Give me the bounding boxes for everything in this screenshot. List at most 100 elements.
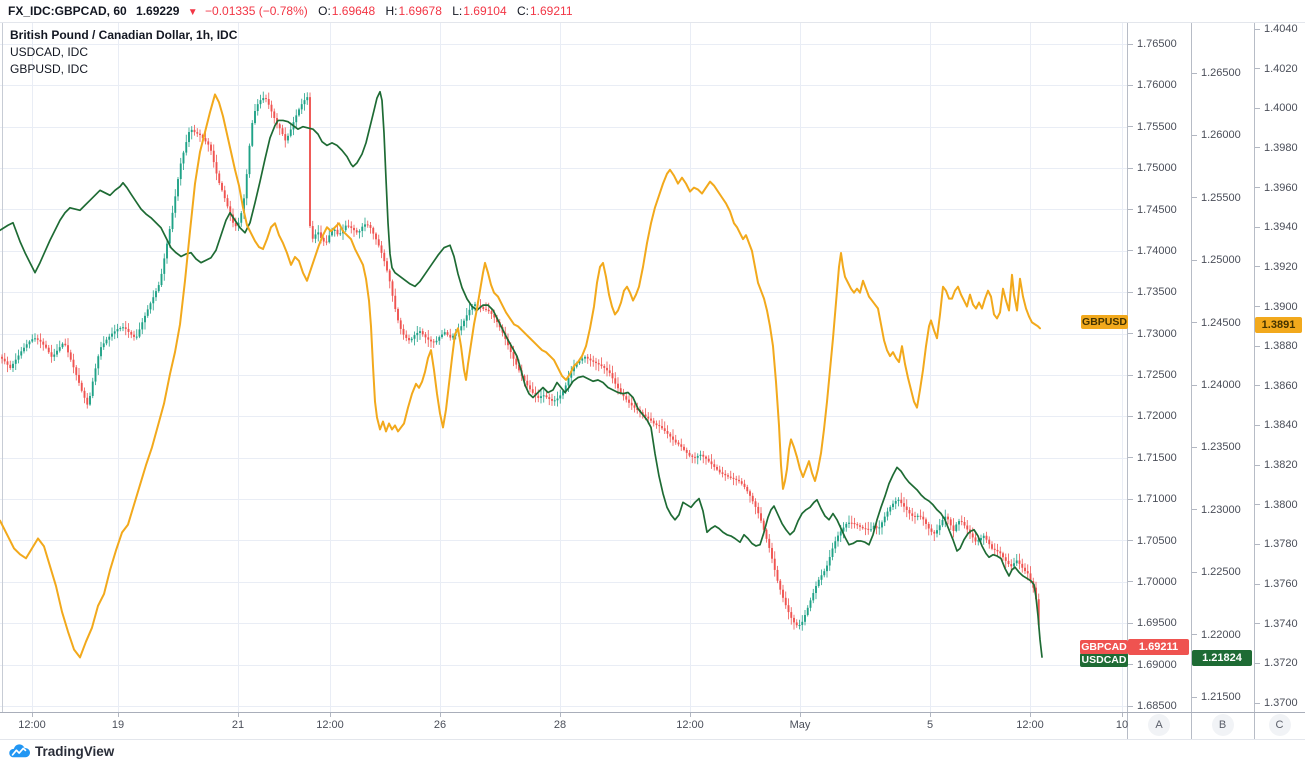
scale-B-tick [1192,571,1197,573]
scale-button-A[interactable]: A [1148,714,1170,736]
time-tick [32,713,33,717]
time-tick [800,713,801,717]
symbol-ohlc-header: FX_IDC:GBPCAD, 60 1.69229 ▼ −0.01335 (−0… [0,0,1305,22]
scale-A-label: 1.75500 [1137,120,1177,133]
usdcad-series-tag[interactable]: USDCAD [1080,653,1128,667]
scale-c-separator[interactable] [1254,23,1255,739]
tradingview-wordmark: TradingView [35,743,115,759]
legend-main-series[interactable]: British Pound / Canadian Dollar, 1h, IDC [10,28,238,42]
scale-C-tick [1255,583,1260,585]
time-tick [1030,713,1031,717]
scale-B-label: 1.22500 [1201,566,1241,579]
scale-B-tick [1192,634,1197,636]
time-label-26: 26 [433,719,447,731]
scale-A-label: 1.76500 [1137,38,1177,50]
time-axis-border [0,712,1305,713]
scale-A-label: 1.72000 [1137,410,1177,423]
scale-A-label: 1.70500 [1137,534,1177,547]
scale-C-label: 1.3820 [1264,459,1298,472]
usdcad-price-tag: 1.21824 [1192,650,1252,666]
scale-B-label: 1.22000 [1201,628,1241,641]
scale-C-label: 1.3900 [1264,300,1298,313]
scale-A-tick [1128,333,1133,335]
scale-A-label: 1.68500 [1137,700,1177,712]
scale-B-tick [1192,446,1197,448]
low-label: L: [452,4,463,18]
scale-A-tick [1128,43,1133,45]
scale-C-label: 1.3780 [1264,538,1298,551]
last-price: 1.69229 [136,4,180,18]
scale-C-tick [1255,504,1260,506]
scale-A-label: 1.73000 [1137,327,1177,340]
scale-A-label: 1.74000 [1137,244,1177,257]
scale-B-label: 1.26500 [1201,67,1241,79]
time-tick [440,713,441,717]
scale-C-label: 1.4020 [1264,62,1298,75]
scale-B-tick [1192,509,1197,511]
scale-A-label: 1.69000 [1137,658,1177,671]
scale-C-tick [1255,187,1260,189]
scale-A-tick [1128,126,1133,128]
scale-C-tick [1255,464,1260,466]
legend-gbpusd[interactable]: GBPUSD, IDC [10,62,89,76]
scale-B-tick [1192,197,1197,199]
time-label-21: 21 [231,719,245,731]
tradingview-logo[interactable]: TradingView [8,742,114,760]
scale-A-label: 1.69500 [1137,617,1177,630]
scale-C-tick [1255,107,1260,109]
time-tick [1122,713,1123,717]
price-chart-canvas[interactable] [0,0,1127,739]
scale-A-tick [1128,209,1133,210]
scale-A-label: 1.74500 [1137,203,1177,216]
gbpcad-series-tag[interactable]: GBPCAD [1080,640,1128,654]
scale-B-label: 1.24000 [1201,379,1241,391]
scale-button-C[interactable]: C [1268,714,1291,736]
header-divider [0,22,1305,23]
scale-C-label: 1.4040 [1264,23,1298,35]
scale-C-tick [1255,662,1260,664]
gbpusd-series-tag[interactable]: GBPUSD [1081,315,1128,329]
time-label-May: May [789,719,811,731]
legend-usdcad[interactable]: USDCAD, IDC [10,45,89,59]
scale-C-label: 1.3980 [1264,141,1298,154]
scale-A-label: 1.73500 [1137,286,1177,299]
scale-A-tick [1128,457,1133,459]
scale-C-label: 1.3720 [1264,657,1298,670]
scale-b-separator[interactable] [1191,23,1192,739]
scale-a-separator[interactable] [1127,23,1128,739]
scale-B-tick [1192,72,1197,74]
scale-C-label: 1.3960 [1264,181,1298,194]
low-value: 1.69104 [463,4,507,18]
chart-legend: British Pound / Canadian Dollar, 1h, IDC… [10,27,237,78]
close-label: C: [517,4,529,18]
scale-A-label: 1.71500 [1137,451,1177,464]
scale-C-tick [1255,543,1260,545]
scale-A-label: 1.71000 [1137,493,1177,506]
scale-C-label: 1.3700 [1264,697,1298,709]
close-value: 1.69211 [530,4,573,18]
scale-C-tick [1255,147,1260,149]
tradingview-cloud-icon [9,744,30,758]
scale-C-label: 1.3760 [1264,578,1298,591]
scale-button-B[interactable]: B [1211,714,1234,736]
scale-A-tick [1128,540,1133,541]
time-label-5: 5 [926,719,934,731]
time-tick [930,713,931,717]
time-label-19: 19 [111,719,125,731]
time-label-12:00: 12:00 [676,719,704,731]
scale-C-tick [1255,68,1260,70]
scale-A-tick [1128,705,1133,707]
scale-B-tick [1192,696,1197,698]
scale-A-tick [1128,250,1133,252]
symbol-title: FX_IDC:GBPCAD, 60 [8,4,127,18]
scale-A-label: 1.76000 [1137,79,1177,92]
time-tick [690,713,691,717]
scale-B-label: 1.25500 [1201,191,1241,204]
scale-A-tick [1128,498,1133,500]
gbpcad-price-tag: 1.69211 [1128,639,1189,655]
time-label-28: 28 [553,719,567,731]
scale-C-tick [1255,28,1260,30]
time-label-12:00: 12:00 [18,719,46,731]
scale-C-label: 1.3940 [1264,221,1298,234]
